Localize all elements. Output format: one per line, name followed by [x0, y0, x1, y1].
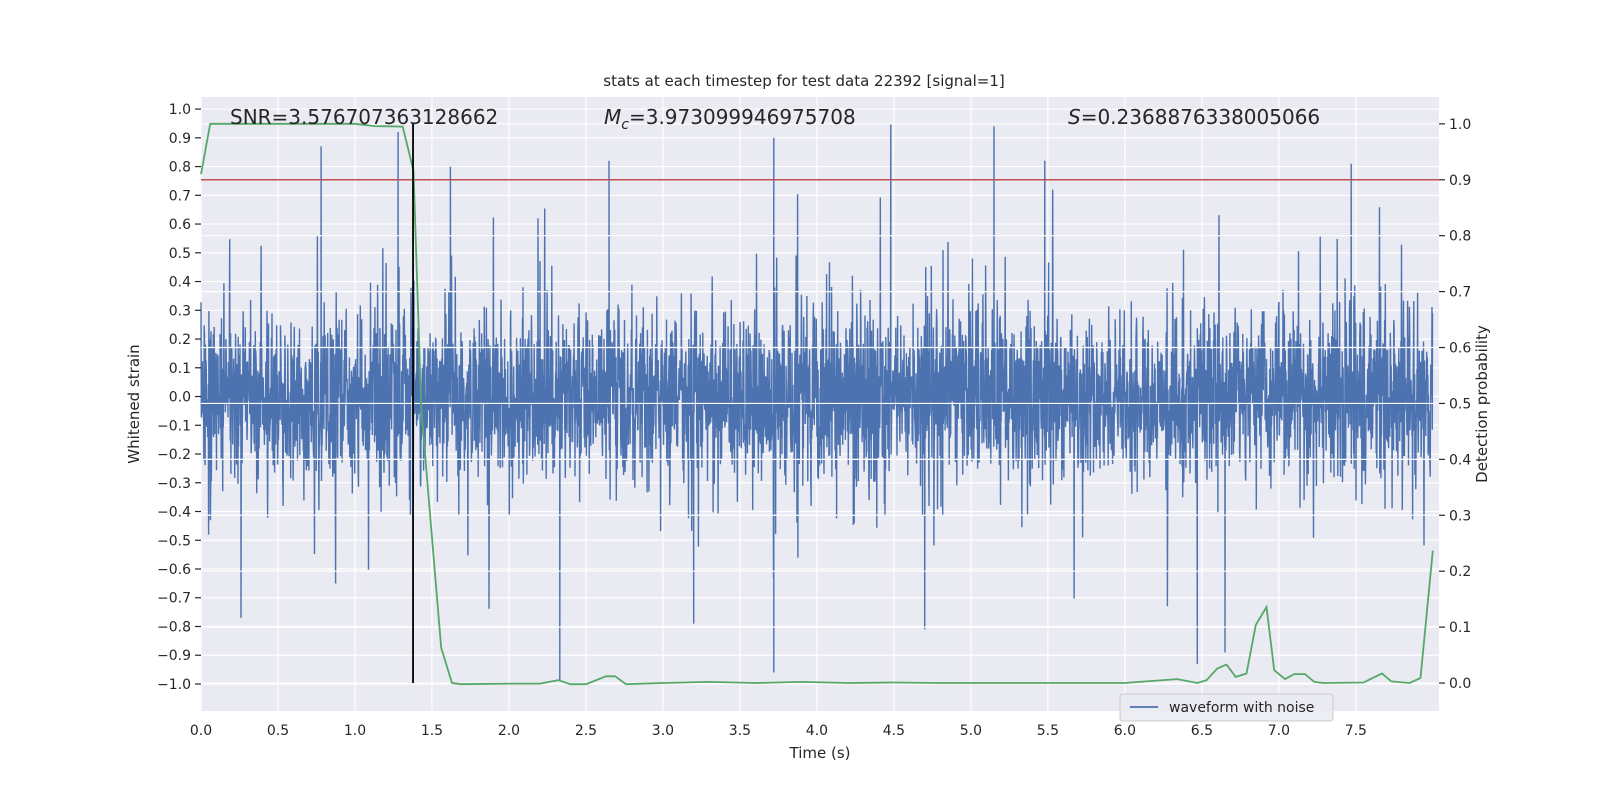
detection-probability-line	[200, 122, 1434, 686]
left-tick-label: −0.2	[157, 447, 191, 463]
right-tick-label: 0.8	[1449, 229, 1471, 245]
left-tick-label: 0.9	[169, 131, 191, 147]
right-tick-label: 0.1	[1449, 620, 1471, 636]
x-tick-label: 3.5	[729, 723, 751, 739]
s-symbol: S	[1068, 105, 1081, 129]
chirp-mass-value: =3.973099946975708	[629, 105, 856, 129]
legend-label-waveform: waveform with noise	[1169, 700, 1314, 716]
chirp-mass-annotation: Mc=3.973099946975708	[604, 105, 856, 133]
left-tick-label: 0.5	[169, 246, 191, 262]
s-value: =0.2368876338005066	[1081, 105, 1320, 129]
left-tick-label: −0.3	[157, 476, 191, 492]
x-tick-label: 5.0	[960, 723, 982, 739]
x-tick-label: 7.0	[1268, 723, 1290, 739]
left-tick-label: −1.0	[157, 677, 191, 693]
chart-title: stats at each timestep for test data 223…	[603, 72, 1004, 90]
x-tick-label: 4.0	[806, 723, 828, 739]
x-tick-label: 0.5	[267, 723, 289, 739]
left-tick-label: −0.9	[157, 648, 191, 664]
left-tick-label: −0.5	[157, 533, 191, 549]
x-tick-label: 1.0	[344, 723, 366, 739]
left-tick-label: 0.2	[169, 332, 191, 348]
left-tick-label: 0.7	[169, 188, 191, 204]
x-tick-label: 5.5	[1037, 723, 1059, 739]
chirp-mass-symbol: M	[604, 105, 621, 129]
chirp-mass-subscript: c	[621, 117, 629, 133]
left-tick-label: −0.6	[157, 562, 191, 578]
x-tick-label: 2.5	[575, 723, 597, 739]
right-tick-label: 0.9	[1449, 173, 1471, 189]
legend: waveform with noise	[1119, 693, 1334, 722]
left-tick-label: 0.1	[169, 361, 191, 377]
s-annotation: S=0.2368876338005066	[1068, 105, 1320, 129]
x-tick-label: 4.5	[883, 723, 905, 739]
overlay-lines	[200, 122, 1439, 686]
left-tick-label: −0.1	[157, 418, 191, 434]
left-tick-label: 0.0	[169, 390, 191, 406]
right-tick-label: 0.0	[1449, 676, 1471, 692]
left-tick-label: −0.8	[157, 619, 191, 635]
x-tick-label: 7.5	[1345, 723, 1367, 739]
left-tick-label: 0.6	[169, 217, 191, 233]
right-tick-label: 1.0	[1449, 117, 1471, 133]
right-tick-label: 0.7	[1449, 285, 1471, 301]
waveform-series	[200, 123, 1434, 682]
left-tick-label: 0.3	[169, 303, 191, 319]
right-tick-label: 0.5	[1449, 396, 1471, 412]
right-tick-label: 0.4	[1449, 452, 1471, 468]
left-y-axis-label: Whitened strain	[125, 344, 143, 463]
x-tick-label: 0.0	[190, 723, 212, 739]
x-tick-label: 1.5	[421, 723, 443, 739]
left-tick-label: −0.7	[157, 591, 191, 607]
left-tick-label: −0.4	[157, 505, 191, 521]
right-tick-label: 0.2	[1449, 564, 1471, 580]
x-tick-label: 6.5	[1191, 723, 1213, 739]
axis-ticks: −1.0 −0.9 −0.8 −0.7 −0.6 −0.5 −0.4 −0.3 −0.2 −0.1…	[157, 102, 1471, 739]
left-tick-label: 0.8	[169, 160, 191, 176]
right-y-axis-label: Detection probability	[1473, 325, 1491, 483]
x-tick-label: 2.0	[498, 723, 520, 739]
snr-annotation: SNR=3.576707363128662	[230, 105, 498, 129]
x-tick-label: 3.0	[652, 723, 674, 739]
legend-box	[1119, 693, 1334, 722]
x-axis-label: Time (s)	[789, 744, 851, 762]
right-tick-label: 0.3	[1449, 508, 1471, 524]
right-tick-label: 0.6	[1449, 341, 1471, 357]
left-tick-label: 1.0	[169, 102, 191, 118]
x-tick-label: 6.0	[1114, 723, 1136, 739]
left-tick-label: 0.4	[169, 275, 191, 291]
waveform-line	[200, 123, 1434, 682]
